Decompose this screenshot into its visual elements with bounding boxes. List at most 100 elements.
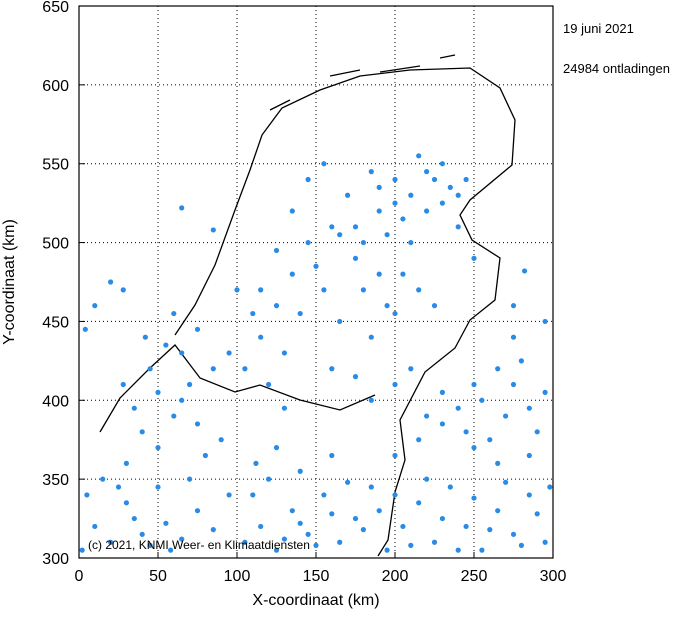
- discharge-point: [376, 271, 382, 277]
- y-tick-label: 600: [42, 78, 69, 95]
- discharge-point: [368, 397, 374, 403]
- discharge-point: [526, 492, 532, 498]
- discharge-point: [392, 452, 398, 459]
- discharge-point: [84, 492, 90, 498]
- discharge-point: [155, 445, 161, 451]
- discharge-point: [384, 232, 390, 238]
- discharge-point: [495, 460, 501, 466]
- discharge-point: [542, 318, 548, 325]
- discharge-point: [431, 176, 438, 183]
- discharge-point: [408, 192, 414, 198]
- discharge-point: [289, 508, 295, 514]
- x-tick-label: 150: [303, 568, 330, 585]
- discharge-point: [253, 460, 259, 466]
- discharge-point: [431, 303, 438, 309]
- discharge-point: [273, 303, 280, 309]
- discharge-point: [171, 310, 177, 317]
- discharge-point: [194, 508, 201, 514]
- y-tick-label: 350: [42, 472, 69, 489]
- discharge-point: [321, 287, 327, 293]
- x-tick-label: 50: [149, 568, 167, 585]
- discharge-point: [447, 484, 453, 490]
- discharge-point: [242, 539, 248, 545]
- discharge-point: [360, 527, 366, 533]
- discharge-point: [392, 200, 398, 206]
- discharge-point: [431, 539, 438, 545]
- discharge-point: [281, 536, 287, 542]
- discharge-point: [234, 287, 240, 293]
- y-tick-label: 400: [42, 393, 69, 410]
- copyright: (c) 2021, KNMI Weer- en Klimaatdiensten: [88, 538, 310, 552]
- discharge-point: [455, 547, 461, 553]
- discharge-point: [321, 161, 327, 167]
- discharge-point: [376, 208, 382, 214]
- y-tick-label: 550: [42, 157, 69, 174]
- discharge-point: [155, 389, 161, 395]
- discharge-point: [487, 437, 493, 443]
- discharge-point: [297, 310, 303, 317]
- date: 19 juni 2021: [563, 21, 634, 36]
- discharge-point: [337, 232, 343, 238]
- discharge-point: [108, 279, 114, 285]
- discharge-point: [194, 326, 201, 332]
- discharge-point: [345, 192, 351, 198]
- discharge-point: [384, 303, 390, 309]
- discharge-point: [416, 437, 422, 443]
- discharge-point: [463, 523, 469, 530]
- discharge-point: [131, 515, 137, 522]
- discharge-point: [266, 381, 272, 388]
- discharge-point: [297, 520, 303, 526]
- discharge-point: [187, 476, 193, 482]
- discharge-point: [266, 476, 272, 482]
- discharge-point: [289, 271, 295, 277]
- discharge-point: [115, 484, 122, 490]
- discharge-point: [368, 484, 374, 490]
- count-label: 24984 ontladingen: [563, 61, 670, 76]
- discharge-point: [258, 334, 264, 340]
- discharge-point: [281, 405, 287, 411]
- discharge-point: [120, 381, 126, 388]
- discharge-point: [321, 492, 327, 498]
- x-tick-label: 200: [382, 568, 409, 585]
- discharge-point: [408, 239, 414, 246]
- discharge-point: [463, 176, 469, 183]
- discharge-point: [542, 389, 548, 395]
- discharge-point: [455, 224, 461, 230]
- discharge-point: [471, 381, 477, 388]
- discharge-point: [226, 350, 232, 356]
- discharge-point: [510, 381, 517, 388]
- discharge-point: [258, 287, 264, 293]
- x-tick-label: 0: [75, 568, 84, 585]
- discharge-point: [400, 271, 406, 277]
- discharge-point: [352, 224, 359, 230]
- discharge-point: [139, 531, 145, 537]
- discharge-point: [179, 350, 185, 356]
- discharge-point: [337, 318, 343, 325]
- discharge-point: [416, 153, 422, 159]
- discharge-point: [471, 445, 477, 451]
- discharge-point: [345, 479, 351, 485]
- x-tick-label: 100: [224, 568, 251, 585]
- discharge-point: [352, 255, 359, 261]
- discharge-point: [479, 397, 485, 403]
- discharge-point: [82, 326, 88, 332]
- discharge-point: [305, 531, 311, 537]
- discharge-point: [526, 452, 532, 459]
- discharge-point: [139, 429, 145, 435]
- discharge-point: [503, 413, 509, 419]
- discharge-point: [518, 542, 525, 548]
- discharge-point: [518, 358, 525, 364]
- discharge-point: [503, 479, 509, 485]
- discharge-point: [534, 429, 540, 435]
- discharge-point: [258, 523, 264, 530]
- discharge-point: [408, 542, 414, 548]
- discharge-point: [376, 508, 382, 514]
- discharge-point: [376, 184, 382, 190]
- y-tick-label: 500: [42, 236, 69, 253]
- discharge-point: [352, 374, 359, 380]
- discharge-point: [439, 389, 445, 395]
- discharge-point: [305, 239, 311, 246]
- x-tick-label: 300: [540, 568, 567, 585]
